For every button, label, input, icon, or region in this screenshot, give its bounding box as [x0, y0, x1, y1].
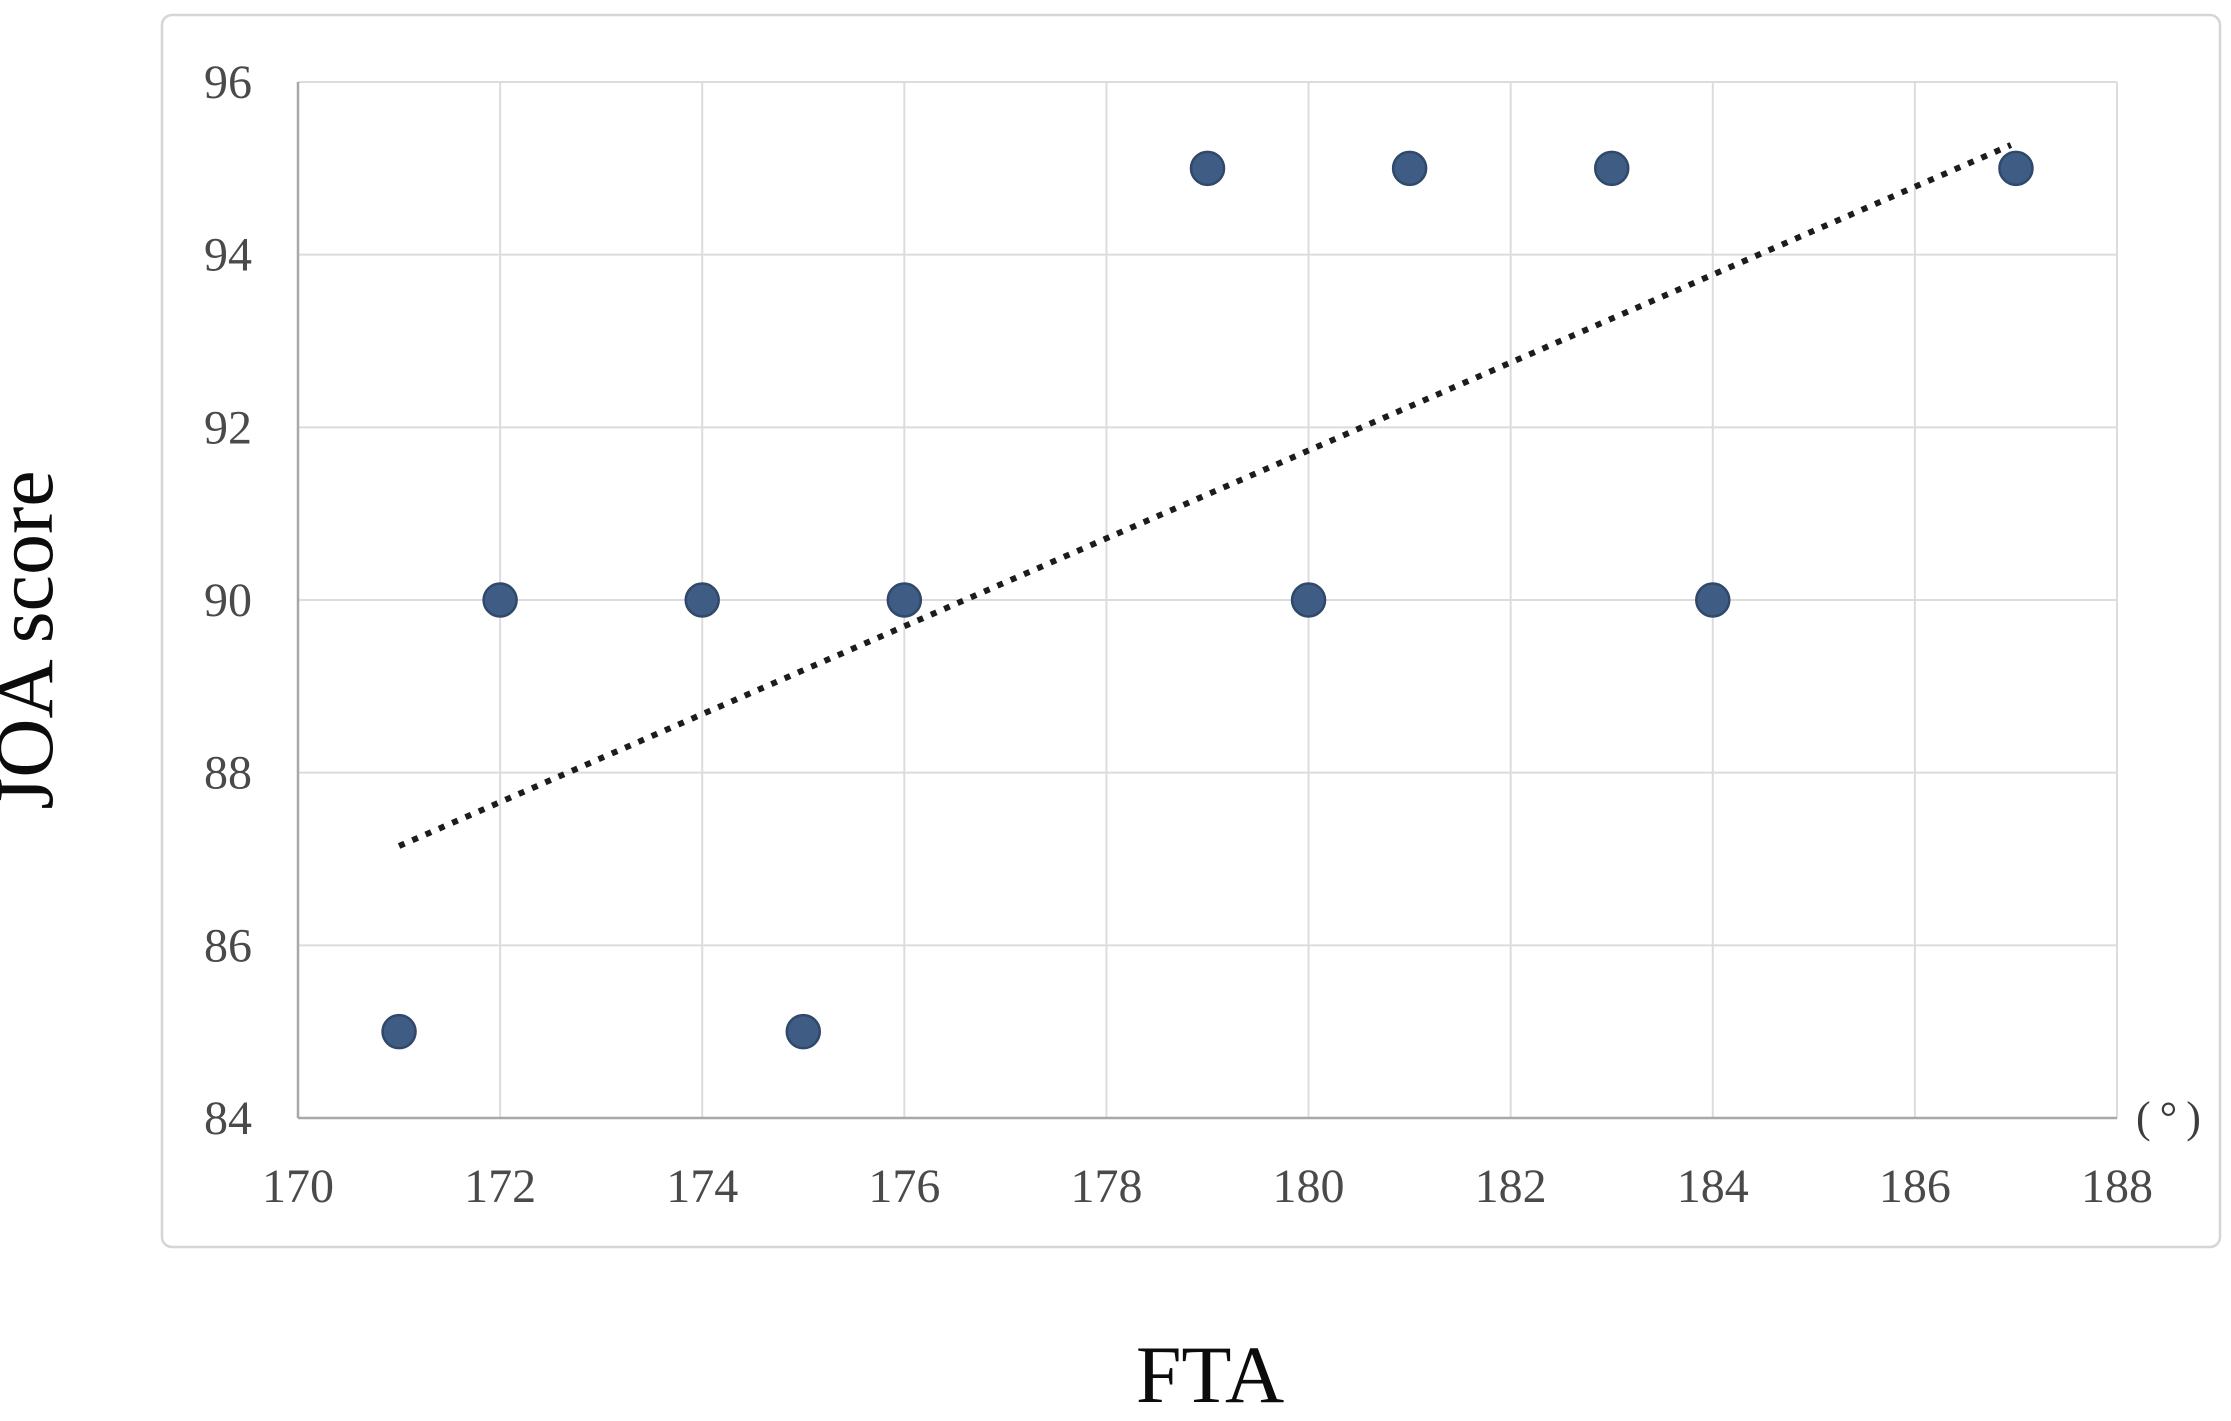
y-tick-label: 90 [204, 574, 252, 627]
y-axis-title: JOA score [0, 470, 70, 809]
y-tick-label: 96 [204, 56, 252, 109]
data-point [1290, 582, 1327, 618]
data-point [482, 582, 518, 618]
x-tick-label: 188 [2081, 1160, 2153, 1213]
x-tick-label: 174 [666, 1160, 738, 1213]
trendline [397, 142, 2013, 849]
x-axis-title: FTA [1136, 1329, 1284, 1420]
data-point [1593, 150, 1630, 187]
data-point [886, 582, 923, 618]
y-tick-label: 86 [204, 919, 252, 972]
x-tick-label: 178 [1070, 1160, 1142, 1213]
y-tick-label: 92 [204, 401, 252, 454]
x-tick-label: 180 [1273, 1160, 1345, 1213]
data-point [1391, 150, 1428, 187]
y-tick-label: 88 [204, 747, 252, 800]
x-tick-label: 182 [1475, 1160, 1547, 1213]
x-tick-label: 186 [1879, 1160, 1951, 1213]
data-points [381, 150, 2034, 1050]
y-tick-labels: 84 86 88 90 92 94 96 [204, 56, 252, 1145]
x-axis-unit-label: (°) [2136, 1093, 2210, 1142]
data-point [785, 1013, 822, 1050]
data-point [1695, 582, 1731, 618]
x-tick-labels: 170 172 174 176 178 180 182 184 186 188 [262, 1160, 2153, 1213]
data-point [381, 1013, 417, 1050]
x-tick-label: 176 [868, 1160, 940, 1213]
data-point [1189, 150, 1226, 187]
data-point [684, 582, 720, 618]
y-tick-label: 84 [204, 1092, 252, 1145]
dotted-trendline [397, 142, 2013, 849]
x-tick-label: 172 [464, 1160, 536, 1213]
chart-card [160, 13, 2222, 1249]
y-tick-label: 94 [204, 229, 252, 282]
axis-lines [296, 82, 2117, 1120]
data-point [1998, 150, 2034, 187]
x-tick-label: 170 [262, 1160, 334, 1213]
x-tick-label: 184 [1677, 1160, 1749, 1213]
